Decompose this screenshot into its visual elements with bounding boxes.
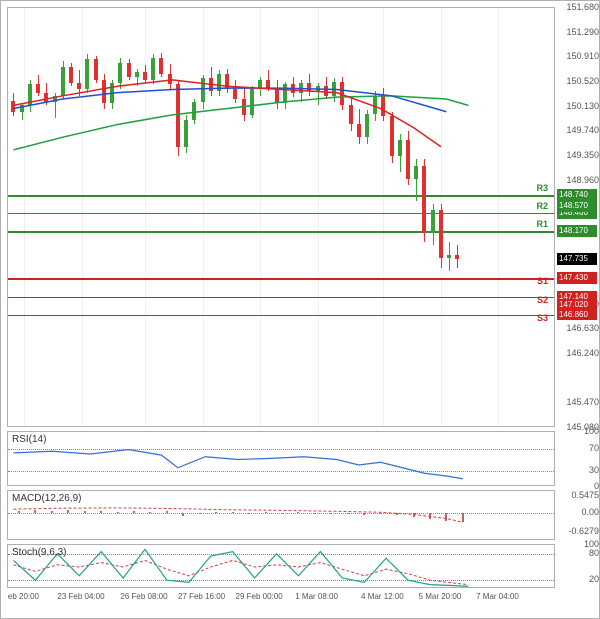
rsi-label: RSI(14) xyxy=(12,434,46,445)
x-tick-label: 1 Mar 08:00 xyxy=(295,592,338,618)
y-tick-label: 20 xyxy=(559,574,599,584)
macd-panel[interactable]: MACD(12,26,9) xyxy=(7,490,555,540)
y-tick-label: 146.630 xyxy=(559,323,599,333)
macd-label: MACD(12,26,9) xyxy=(12,493,81,504)
y-tick-label: 80 xyxy=(559,548,599,558)
y-tick-label: 100 xyxy=(559,539,599,549)
overlay-svg xyxy=(8,491,556,541)
overlay-svg xyxy=(8,545,556,589)
x-tick-label: 7 Mar 04:00 xyxy=(476,592,519,618)
x-tick-label: eb 20:00 xyxy=(8,592,39,618)
price-tag: 147.020 xyxy=(557,299,597,311)
x-tick-label: 4 Mar 12:00 xyxy=(361,592,404,618)
price-tag: 148.570 xyxy=(557,200,597,212)
y-tick-label: 149.740 xyxy=(559,125,599,135)
y-tick-label: 150.130 xyxy=(559,101,599,111)
x-tick-label: 26 Feb 08:00 xyxy=(120,592,167,618)
chart-container: R3R2R1S1S2S3 RSI(14) MACD(12,26,9) Stoch… xyxy=(0,0,600,619)
y-tick-label: 30 xyxy=(559,465,599,475)
y-tick-label: 100 xyxy=(559,426,599,436)
y-tick-label: 151.680 xyxy=(559,2,599,12)
price-tag: 148.170 xyxy=(557,225,597,237)
y-tick-label: 150.520 xyxy=(559,76,599,86)
line-series xyxy=(13,508,462,522)
y-tick-label: 148.960 xyxy=(559,175,599,185)
overlay-svg xyxy=(8,8,556,428)
y-tick-label: 0.00 xyxy=(559,507,599,517)
line-series xyxy=(13,80,440,147)
x-tick-label: 27 Feb 16:00 xyxy=(178,592,225,618)
y-tick-label: 146.240 xyxy=(559,348,599,358)
price-tag: 146.860 xyxy=(557,309,597,321)
stoch-panel[interactable]: Stoch(9,6,3) xyxy=(7,544,555,588)
x-tick-label: 29 Feb 00:00 xyxy=(236,592,283,618)
line-series xyxy=(13,549,468,586)
y-tick-label: 151.290 xyxy=(559,27,599,37)
x-tick-label: 5 Mar 20:00 xyxy=(419,592,462,618)
y-tick-label: -0.6279 xyxy=(559,526,599,536)
y-tick-label: 0.5475 xyxy=(559,490,599,500)
rsi-panel[interactable]: RSI(14) xyxy=(7,431,555,486)
price-tag: 147.430 xyxy=(557,272,597,284)
y-tick-label: 145.470 xyxy=(559,397,599,407)
y-tick-label: 149.350 xyxy=(559,150,599,160)
line-series xyxy=(13,96,468,150)
price-chart-panel[interactable]: R3R2R1S1S2S3 xyxy=(7,7,555,427)
x-tick-label: 23 Feb 04:00 xyxy=(57,592,104,618)
y-tick-label: 150.910 xyxy=(559,51,599,61)
current-price-tag: 147.735 xyxy=(557,253,597,265)
y-tick-label: 70 xyxy=(559,443,599,453)
stoch-label: Stoch(9,6,3) xyxy=(12,547,66,558)
line-series xyxy=(13,450,462,479)
overlay-svg xyxy=(8,432,556,487)
